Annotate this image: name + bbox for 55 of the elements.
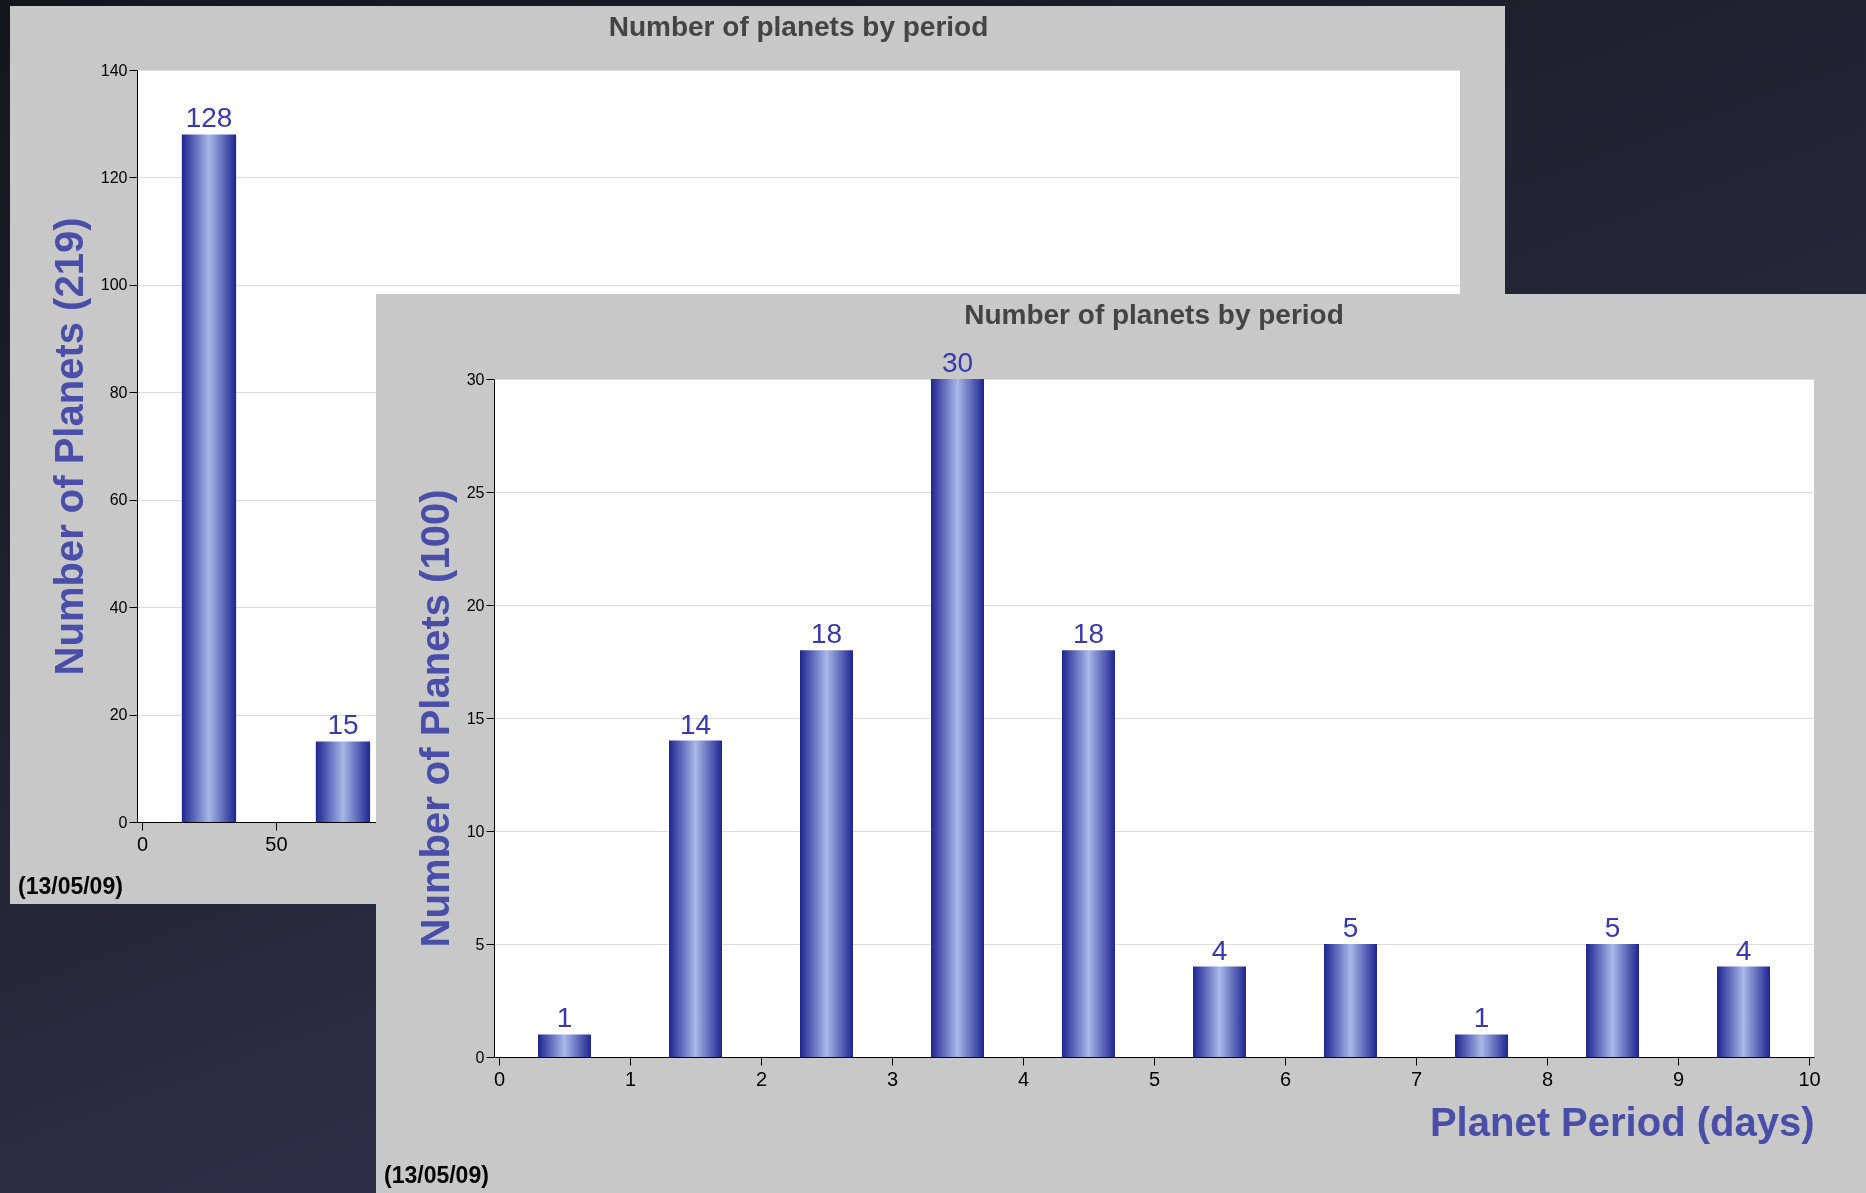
- y-tick-label: 140: [100, 61, 128, 79]
- data-label: 5: [1604, 912, 1621, 943]
- data-label: 30: [941, 347, 974, 378]
- bar: [1324, 944, 1377, 1057]
- data-label: 1: [1473, 1002, 1490, 1034]
- x-tick-label: 7: [1410, 1067, 1423, 1090]
- y-axis-title: Number of Planets (100): [412, 489, 457, 948]
- text: (13/05/09): [384, 1162, 489, 1189]
- data-label: 14: [679, 708, 712, 740]
- data-label: 1: [556, 1002, 573, 1034]
- y-tick-label: 15: [466, 709, 485, 727]
- x-axis-title: Planet Period (days): [1429, 1099, 1815, 1144]
- x-tick-label: 1: [624, 1067, 637, 1090]
- y-tick-label: 20: [466, 596, 485, 614]
- y-axis-title: Number of Planets (219): [46, 217, 91, 676]
- y-tick-label: 120: [100, 168, 128, 186]
- x-tick-label: 2: [755, 1067, 768, 1090]
- data-label: 5: [1342, 912, 1359, 943]
- x-tick-label: 8: [1541, 1067, 1554, 1090]
- x-tick-label: 10: [1798, 1067, 1821, 1090]
- chart-title: Number of planets by period: [608, 11, 989, 42]
- x-tick-label: 5: [1148, 1067, 1161, 1090]
- y-tick-label: 100: [100, 276, 128, 294]
- y-tick-label: 30: [466, 370, 485, 388]
- y-tick-label: 25: [466, 483, 485, 501]
- y-tick-label: 20: [109, 706, 128, 724]
- data-label: 4: [1735, 934, 1752, 966]
- bar: [931, 379, 984, 1057]
- x-tick-label: 9: [1672, 1067, 1685, 1090]
- y-tick-label: 80: [109, 383, 128, 401]
- data-label: 18: [1072, 618, 1105, 650]
- data-label: 4: [1211, 934, 1228, 966]
- bar: [669, 740, 722, 1057]
- x-tick-label: 3: [886, 1067, 899, 1090]
- data-label: 15: [327, 709, 359, 741]
- bar: [1455, 1034, 1508, 1057]
- y-tick-label: 60: [109, 491, 128, 509]
- y-tick-label: 40: [109, 598, 128, 616]
- bar: [800, 650, 853, 1057]
- x-tick-label: 6: [1279, 1067, 1292, 1090]
- x-tick-label: 4: [1017, 1067, 1030, 1090]
- text: (13/05/09): [18, 873, 123, 900]
- bar: [1717, 966, 1770, 1057]
- bar: [1193, 966, 1246, 1057]
- bar: [538, 1034, 591, 1057]
- chart-title: Number of planets by period: [964, 299, 1344, 330]
- y-tick-label: 0: [118, 813, 128, 831]
- x-tick-label: 0: [493, 1067, 506, 1090]
- data-label: 128: [185, 102, 233, 134]
- bar: [1586, 944, 1639, 1057]
- x-tick-label: 50: [265, 832, 288, 855]
- y-tick-label: 0: [475, 1048, 485, 1066]
- y-tick-label: 5: [475, 935, 485, 953]
- bar: [1062, 650, 1115, 1057]
- data-label: 18: [810, 618, 843, 650]
